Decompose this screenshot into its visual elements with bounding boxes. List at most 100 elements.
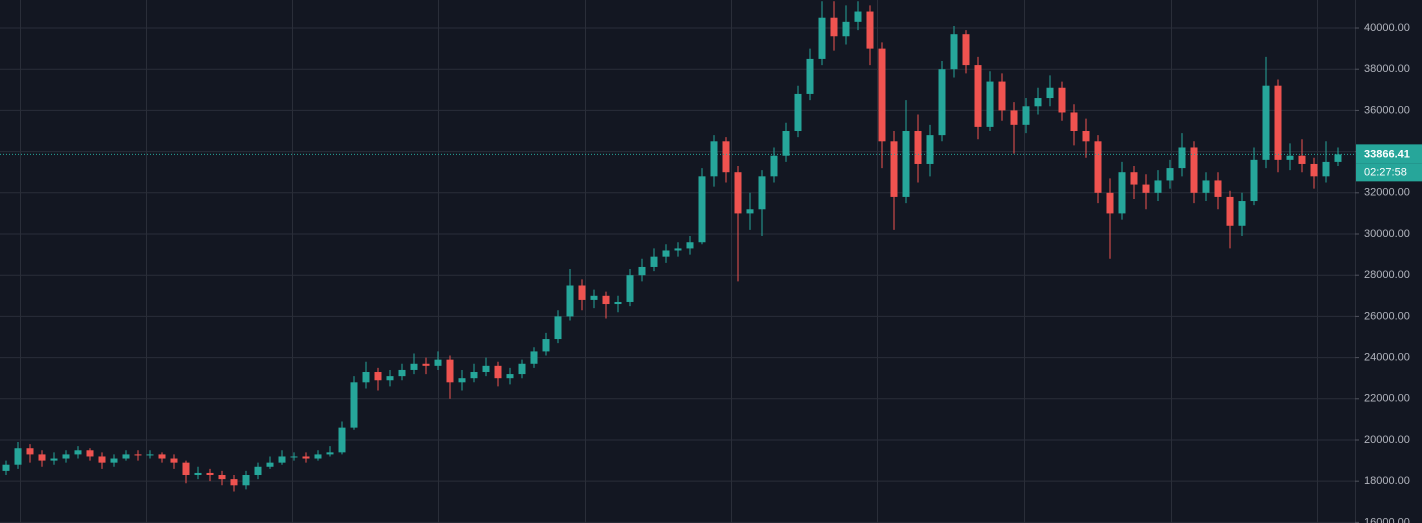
candle-body: [434, 359, 442, 366]
candle-body: [242, 475, 250, 486]
candle-body: [266, 462, 274, 467]
candle-body: [986, 81, 994, 127]
y-tick-label: 20000.00: [1364, 434, 1410, 446]
candle-body: [326, 452, 334, 455]
candle-body: [758, 176, 766, 210]
candle-body: [1298, 155, 1306, 164]
y-tick-label: 16000.00: [1364, 516, 1410, 523]
candle-body: [278, 456, 286, 463]
candle-body: [638, 266, 646, 276]
candle-body: [806, 58, 814, 94]
candle-body: [1322, 161, 1330, 177]
candle-body: [578, 285, 586, 300]
candle-body: [518, 363, 526, 375]
candle-body: [914, 131, 922, 164]
candle-body: [290, 456, 298, 458]
candle-body: [482, 365, 490, 373]
candle-body: [110, 458, 118, 463]
candle-body: [1238, 201, 1246, 226]
candle-body: [1022, 106, 1030, 125]
candle-body: [50, 458, 58, 461]
candle-body: [746, 209, 754, 214]
candle-body: [782, 131, 790, 156]
candle-body: [350, 382, 358, 428]
candle-body: [602, 295, 610, 305]
candle-body: [230, 479, 238, 486]
candle-body: [902, 131, 910, 197]
candle-body: [1010, 110, 1018, 125]
candle-body: [1202, 180, 1210, 193]
candle-body: [1070, 112, 1078, 132]
candle-body: [218, 475, 226, 480]
candle-body: [1094, 141, 1102, 193]
candle-body: [1250, 159, 1258, 202]
candle-body: [446, 359, 454, 383]
candle-body: [458, 378, 466, 383]
y-tick-label: 32000.00: [1364, 187, 1410, 199]
candle-body: [74, 450, 82, 455]
candle-body: [566, 285, 574, 317]
candle-body: [362, 372, 370, 383]
candle-body: [698, 176, 706, 243]
candle-body: [62, 454, 70, 459]
candle-body: [1274, 85, 1282, 160]
candle-body: [122, 454, 130, 459]
candle-body: [1106, 192, 1114, 214]
candle-body: [182, 462, 190, 476]
candle-body: [530, 351, 538, 364]
candle-body: [134, 454, 142, 456]
y-tick-label: 26000.00: [1364, 310, 1410, 322]
candle-body: [710, 141, 718, 177]
candle-body: [170, 458, 178, 463]
candle-body: [1154, 180, 1162, 193]
candle-body: [314, 454, 322, 459]
candle-body: [590, 295, 598, 300]
y-tick-label: 28000.00: [1364, 269, 1410, 281]
candle-body: [938, 69, 946, 136]
candle-body: [926, 135, 934, 164]
y-tick-label: 30000.00: [1364, 228, 1410, 240]
candle-body: [98, 456, 106, 463]
candle-body: [614, 301, 622, 305]
candle-body: [410, 363, 418, 370]
candle-body: [422, 363, 430, 366]
candle-body: [1046, 87, 1054, 99]
candle-body: [1118, 172, 1126, 214]
candle-body: [854, 11, 862, 22]
candle-body: [1214, 180, 1222, 197]
candle-body: [890, 141, 898, 197]
candle-body: [206, 472, 214, 476]
candle-body: [1142, 184, 1150, 193]
candle-body: [830, 17, 838, 37]
y-tick-label: 18000.00: [1364, 475, 1410, 487]
candle-body: [374, 372, 382, 381]
candle-body: [962, 34, 970, 66]
candle-body: [398, 369, 406, 377]
candle-body: [1310, 163, 1318, 177]
candle-body: [554, 316, 562, 340]
candle-body: [1130, 172, 1138, 185]
candle-body: [674, 248, 682, 251]
y-tick-label: 38000.00: [1364, 63, 1410, 75]
candle-body: [734, 172, 742, 214]
candle-body: [194, 472, 202, 476]
candle-body: [26, 448, 34, 455]
candle-body: [254, 466, 262, 476]
candle-body: [818, 17, 826, 59]
grid: [0, 0, 1355, 523]
candle-body: [794, 93, 802, 132]
candle-body: [1034, 98, 1042, 107]
candle-body: [146, 454, 154, 456]
candle-body: [974, 65, 982, 127]
candle-body: [494, 365, 502, 379]
candle-body: [1286, 155, 1294, 160]
candle-body: [1082, 131, 1090, 142]
price-axis-panel: [1355, 0, 1422, 523]
last-price-label: 33866.41: [1364, 148, 1410, 160]
candle-body: [506, 374, 514, 379]
candle-body: [1334, 154, 1342, 162]
candle-body: [38, 454, 46, 461]
candle-body: [542, 339, 550, 352]
